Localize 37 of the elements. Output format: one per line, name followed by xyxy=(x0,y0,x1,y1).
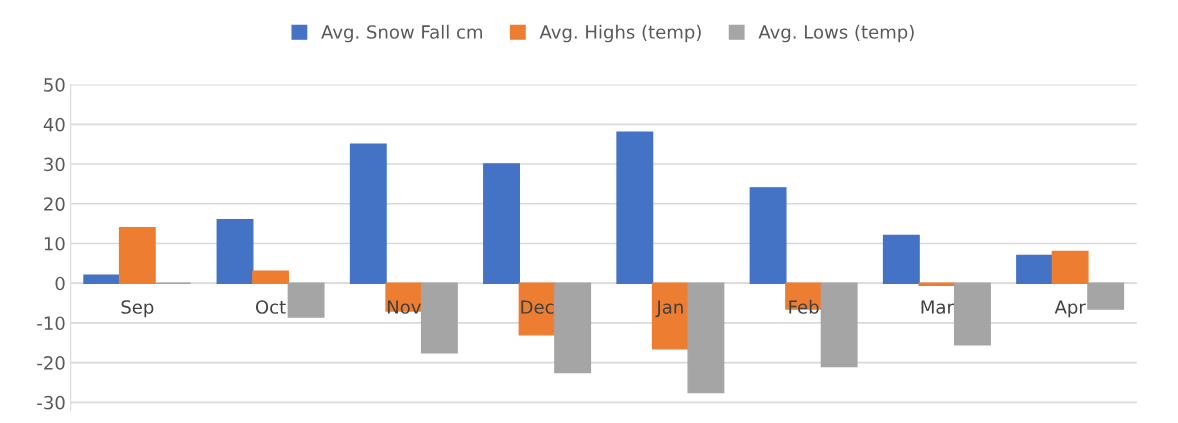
y-tick-label: 0 xyxy=(55,276,65,291)
bar xyxy=(118,226,156,284)
bar xyxy=(616,131,654,284)
bar xyxy=(820,282,858,368)
bar xyxy=(554,282,592,374)
bar xyxy=(483,163,521,284)
y-tick-label: -10 xyxy=(37,316,65,331)
y-tick-label: 40 xyxy=(43,117,65,132)
x-tick-label: Dec xyxy=(521,300,554,314)
x-tick-label: Oct xyxy=(255,300,286,314)
bar xyxy=(287,282,325,318)
y-tick-label: 20 xyxy=(44,197,65,211)
legend-label: Avg. Highs (temp) xyxy=(539,24,701,43)
bar xyxy=(1016,254,1054,284)
bar xyxy=(749,187,787,284)
y-tick-label: 10 xyxy=(44,236,65,251)
bar xyxy=(1087,282,1125,310)
bar xyxy=(953,282,991,346)
bar xyxy=(216,218,254,284)
bar xyxy=(83,274,121,284)
y-tick-label: 30 xyxy=(44,157,65,172)
legend-label: Avg. Lows (temp) xyxy=(758,24,914,43)
y-tick-label: -30 xyxy=(37,395,65,410)
x-tick-label: Sep xyxy=(121,300,154,318)
y-tick-label: -20 xyxy=(37,356,65,370)
x-tick-label: Jan xyxy=(655,300,683,318)
bar xyxy=(687,282,725,394)
bar xyxy=(1051,250,1089,284)
legend-label: Avg. Snow Fall cm xyxy=(321,24,482,43)
x-tick-label: Nov xyxy=(387,300,421,314)
bar xyxy=(349,143,387,284)
x-tick-label: Mar xyxy=(921,300,954,314)
bar xyxy=(420,282,458,354)
y-tick-label: 50 xyxy=(44,78,65,92)
bar xyxy=(252,270,290,284)
bar xyxy=(882,234,920,284)
x-tick-label: Apr xyxy=(1054,300,1086,318)
